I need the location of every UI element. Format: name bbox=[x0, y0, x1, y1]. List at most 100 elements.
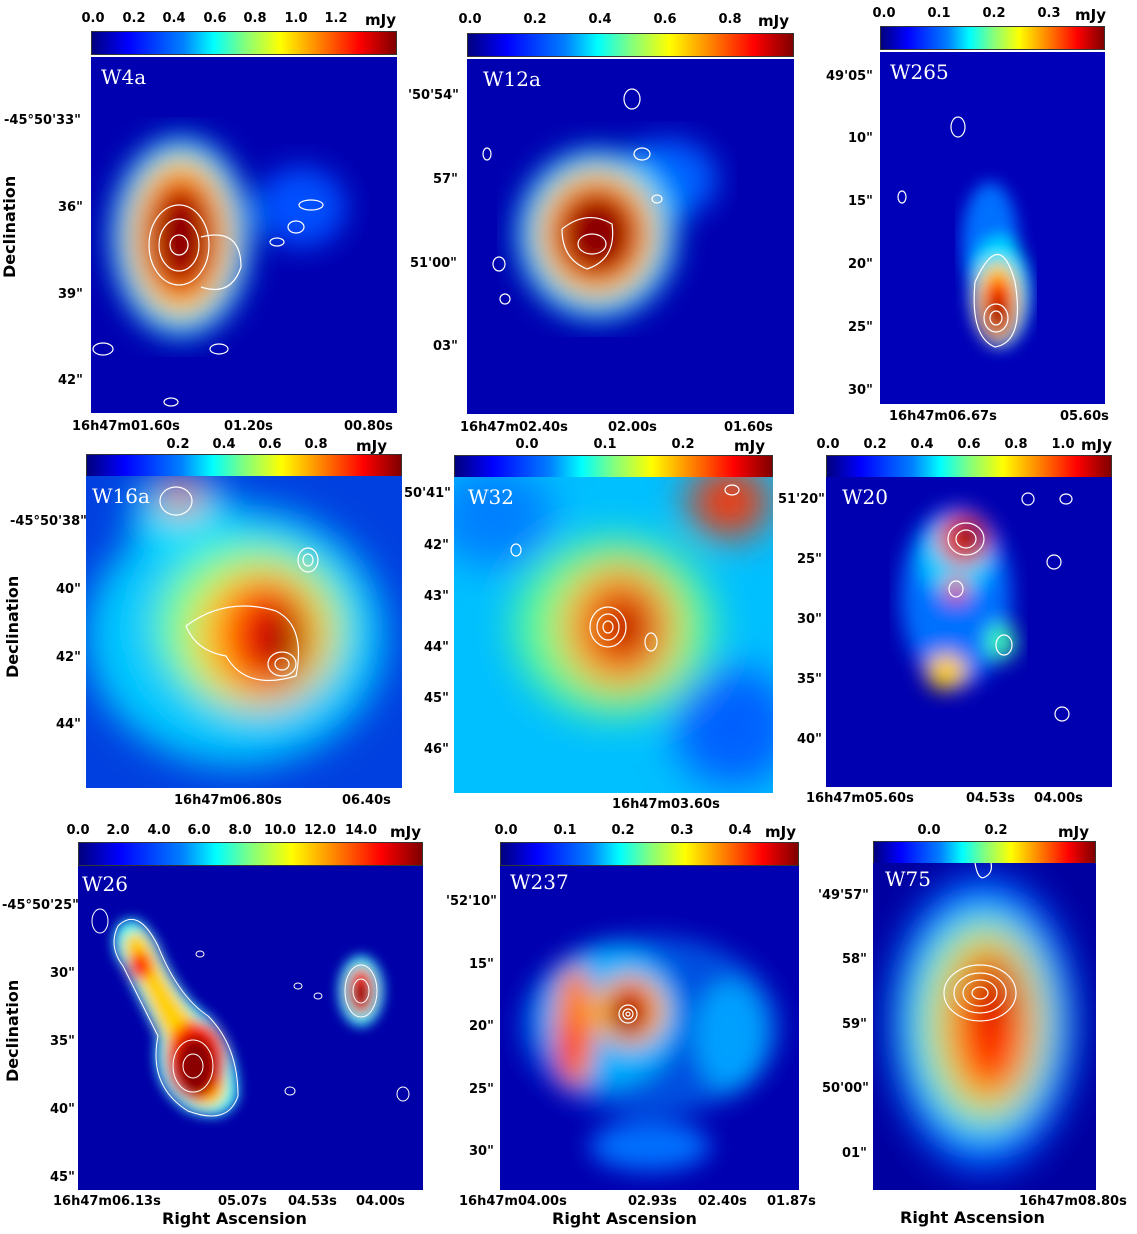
cbar-tick: 0.6 bbox=[203, 11, 227, 26]
cbar-tick: 0.8 bbox=[243, 11, 267, 26]
colorbar bbox=[880, 26, 1105, 50]
cbar-tick: 0.1 bbox=[553, 823, 577, 838]
y-tick: 20" bbox=[848, 257, 873, 272]
y-tick: 35" bbox=[797, 672, 822, 687]
x-axis-label: Right Ascension bbox=[552, 1209, 697, 1228]
panel-label: W20 bbox=[842, 485, 889, 509]
cbar-tick: 0.2 bbox=[671, 437, 695, 452]
panel-label: W26 bbox=[82, 872, 129, 896]
cbar-tick: 1.0 bbox=[1051, 437, 1075, 452]
cbar-unit: mJy bbox=[765, 823, 796, 841]
x-tick: 01.60s bbox=[724, 420, 773, 435]
y-tick: 01" bbox=[842, 1146, 867, 1161]
heatmap bbox=[826, 477, 1112, 787]
y-tick: -45°50'25" bbox=[2, 898, 79, 913]
cbar-tick: 0.2 bbox=[863, 437, 887, 452]
y-tick: 10" bbox=[848, 131, 873, 146]
y-tick: 50'00" bbox=[822, 1081, 869, 1096]
x-tick: 01.87s bbox=[767, 1194, 816, 1209]
cbar-tick: 0.3 bbox=[670, 823, 694, 838]
cbar-tick: 1.0 bbox=[284, 11, 308, 26]
cbar-tick: 6.0 bbox=[187, 823, 211, 838]
heatmap bbox=[880, 52, 1105, 404]
panel-label: W16a bbox=[92, 484, 150, 508]
cbar-tick: 0.8 bbox=[718, 12, 742, 27]
y-tick: 40" bbox=[797, 732, 822, 747]
x-tick: 05.07s bbox=[218, 1194, 267, 1209]
cbar-tick: 0.3 bbox=[1037, 6, 1061, 21]
y-tick: 40" bbox=[50, 1102, 75, 1117]
cbar-tick: 0.2 bbox=[523, 12, 547, 27]
x-tick: 16h47m01.60s bbox=[72, 419, 180, 434]
y-tick: 35" bbox=[50, 1034, 75, 1049]
x-tick: 16h47m05.60s bbox=[806, 791, 914, 806]
y-tick: '50'54" bbox=[408, 88, 459, 103]
x-tick: 16h47m02.40s bbox=[460, 420, 568, 435]
cbar-tick: 0.6 bbox=[653, 12, 677, 27]
y-tick: 25" bbox=[848, 320, 873, 335]
colorbar bbox=[91, 31, 397, 55]
cbar-tick: 0.8 bbox=[304, 437, 328, 452]
x-tick: 16h47m06.67s bbox=[889, 409, 997, 424]
cbar-unit: mJy bbox=[390, 823, 421, 841]
x-tick: 16h47m06.80s bbox=[174, 793, 282, 808]
cbar-tick: 0.0 bbox=[872, 6, 896, 21]
y-tick: 30" bbox=[797, 612, 822, 627]
colorbar bbox=[78, 842, 423, 866]
heatmap bbox=[78, 866, 423, 1190]
y-axis-label: Declination bbox=[0, 175, 19, 278]
image-panel: W26 bbox=[78, 866, 423, 1190]
cbar-unit: mJy bbox=[1058, 823, 1089, 841]
cbar-tick: 0.8 bbox=[1004, 437, 1028, 452]
cbar-tick: 0.6 bbox=[258, 437, 282, 452]
y-tick: 51'20" bbox=[778, 492, 825, 507]
colorbar bbox=[454, 455, 773, 479]
image-panel: W16a bbox=[86, 476, 402, 788]
y-tick: 03" bbox=[433, 339, 458, 354]
cbar-tick: 0.4 bbox=[728, 823, 752, 838]
cbar-tick: 4.0 bbox=[147, 823, 171, 838]
y-tick: 30" bbox=[50, 966, 75, 981]
colorbar bbox=[86, 454, 402, 478]
cbar-tick: 0.4 bbox=[588, 12, 612, 27]
x-tick: 04.00s bbox=[1034, 791, 1083, 806]
cbar-tick: 10.0 bbox=[263, 823, 297, 838]
heatmap bbox=[467, 59, 794, 414]
y-tick: 25" bbox=[469, 1082, 494, 1097]
cbar-tick: 0.0 bbox=[816, 437, 840, 452]
y-tick: 44" bbox=[424, 640, 449, 655]
cbar-tick: 12.0 bbox=[303, 823, 337, 838]
y-tick: 59" bbox=[842, 1017, 867, 1032]
panel-label: W12a bbox=[483, 67, 541, 91]
image-panel: W12a bbox=[467, 59, 794, 414]
y-tick: 46" bbox=[424, 742, 449, 757]
colorbar bbox=[500, 842, 799, 866]
panel-label: W237 bbox=[510, 870, 569, 894]
y-tick: 51'00" bbox=[410, 256, 457, 271]
y-tick: 30" bbox=[848, 383, 873, 398]
image-panel: W265 bbox=[880, 52, 1105, 404]
x-tick: 06.40s bbox=[342, 793, 391, 808]
panel-label: W32 bbox=[468, 485, 515, 509]
x-tick: 02.00s bbox=[608, 420, 657, 435]
y-tick: 42" bbox=[58, 373, 83, 388]
cbar-tick: 0.0 bbox=[515, 437, 539, 452]
cbar-tick: 0.6 bbox=[957, 437, 981, 452]
y-tick: 42" bbox=[56, 650, 81, 665]
y-tick: 40" bbox=[56, 582, 81, 597]
y-tick: 45" bbox=[424, 691, 449, 706]
cbar-tick: 0.4 bbox=[212, 437, 236, 452]
heatmap bbox=[86, 476, 402, 788]
x-tick: 16h47m06.13s bbox=[53, 1194, 161, 1209]
y-tick: '49'57" bbox=[818, 888, 869, 903]
colorbar bbox=[467, 33, 794, 57]
colorbar bbox=[826, 455, 1112, 479]
cbar-unit: mJy bbox=[734, 437, 765, 455]
cbar-tick: 8.0 bbox=[228, 823, 252, 838]
y-tick: 25" bbox=[797, 552, 822, 567]
cbar-tick: 0.0 bbox=[458, 12, 482, 27]
x-tick: 04.53s bbox=[966, 791, 1015, 806]
y-tick: 49'05" bbox=[826, 69, 873, 84]
y-tick: 45" bbox=[50, 1170, 75, 1185]
cbar-tick: 0.0 bbox=[917, 823, 941, 838]
